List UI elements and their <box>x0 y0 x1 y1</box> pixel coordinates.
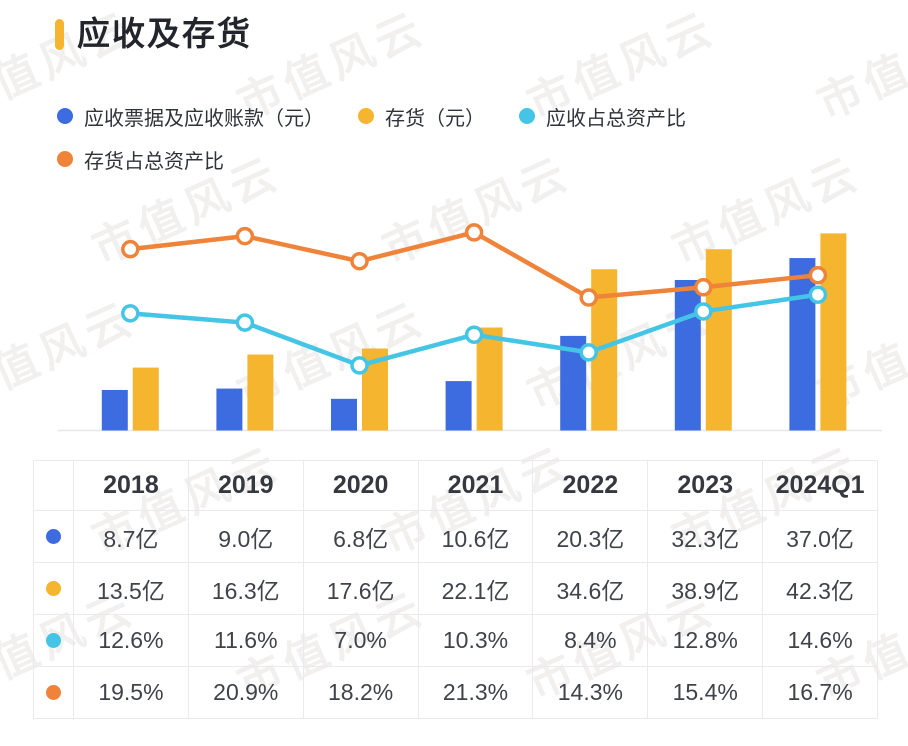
marker-s0-2018 <box>121 304 140 323</box>
bar-s0-2019 <box>216 388 243 431</box>
marker-s1-2020 <box>350 251 369 271</box>
bar-s1-2018 <box>132 367 159 431</box>
legend-item-3: 存货占总资产比 <box>57 145 224 173</box>
combo-chart <box>58 223 882 432</box>
chart-legend: 应收票据及应收账款（元） 存货（元） 应收占总资产比存货占总资产比 <box>57 102 807 173</box>
bar-s0-2021 <box>445 381 472 431</box>
marker-s1-2018 <box>121 239 140 259</box>
table-cell: 17.6亿 <box>303 563 419 615</box>
table-cell: 19.5% <box>74 667 189 719</box>
table-cell: 16.7% <box>763 667 878 719</box>
table-cell: 8.4% <box>533 615 649 667</box>
bar-s0-2024Q1 <box>789 258 816 431</box>
legend-dot-icon <box>57 108 73 124</box>
table-cell: 9.0亿 <box>188 511 304 563</box>
legend-dot-icon <box>57 151 73 167</box>
table-header-2023: 2023 <box>648 461 764 511</box>
table-cell: 38.9亿 <box>648 563 764 615</box>
bar-s0-2018 <box>101 389 128 431</box>
table-header-2024Q1: 2024Q1 <box>763 461 878 511</box>
table-cell: 34.6亿 <box>533 563 649 615</box>
table-header-2020: 2020 <box>303 461 419 511</box>
series-dot-cell <box>34 667 74 719</box>
table-header-2018: 2018 <box>74 461 189 511</box>
table-cell: 6.8亿 <box>303 511 419 563</box>
series-dot-icon <box>46 633 61 648</box>
table-cell: 12.8% <box>648 615 764 667</box>
series-dot-cell <box>34 511 74 563</box>
table-cell: 7.0% <box>303 615 419 667</box>
series-dot-cell <box>34 563 74 615</box>
table-header-2022: 2022 <box>533 461 649 511</box>
legend-label: 应收占总资产比 <box>546 107 686 130</box>
table-cell: 22.1亿 <box>418 563 534 615</box>
table-cell: 18.2% <box>303 667 419 719</box>
page-title: 应收及存货 <box>77 15 252 52</box>
marker-s1-2023 <box>694 278 713 297</box>
marker-s1-2022 <box>579 288 598 307</box>
legend-dot-icon <box>358 108 374 124</box>
series-dot-cell <box>34 615 74 667</box>
series-dot-icon <box>46 529 61 544</box>
legend-item-0: 应收票据及应收账款（元） <box>57 102 324 130</box>
series-dot-icon <box>46 685 61 700</box>
table-cell: 21.3% <box>418 667 534 719</box>
bar-s1-2024Q1 <box>820 233 847 431</box>
bar-s0-2020 <box>331 398 357 431</box>
marker-s0-2023 <box>694 302 713 321</box>
marker-s0-2020 <box>350 356 369 375</box>
marker-s0-2021 <box>464 325 484 344</box>
table-cell: 42.3亿 <box>763 563 878 615</box>
marker-s1-2019 <box>235 226 255 246</box>
bar-s0-2023 <box>674 279 701 431</box>
bar-s1-2021 <box>476 327 503 431</box>
table-cell: 20.3亿 <box>533 511 649 563</box>
table-cell: 13.5亿 <box>74 563 189 615</box>
table-cell: 20.9% <box>188 667 304 719</box>
table-cell: 32.3亿 <box>648 511 764 563</box>
table-cell: 12.6% <box>74 615 189 667</box>
legend-item-1: 存货（元） <box>358 102 485 130</box>
bar-s1-2023 <box>705 249 732 431</box>
table-header-2019: 2019 <box>188 461 304 511</box>
marker-s0-2022 <box>579 343 598 362</box>
marker-s0-2024Q1 <box>808 285 828 304</box>
legend-label: 存货占总资产比 <box>84 150 224 173</box>
legend-label: 存货（元） <box>385 107 485 130</box>
table-header-2021: 2021 <box>418 461 534 511</box>
table-corner-cell <box>34 461 74 511</box>
data-table: 2018 2019 2020 2021 2022 2023 2024Q1 8.7亿 9.0亿 6.… <box>33 460 878 719</box>
table-cell: 10.3% <box>418 615 534 667</box>
table-cell: 16.3亿 <box>188 563 304 615</box>
section-header: 应收及存货 <box>55 15 252 52</box>
legend-label: 应收票据及应收账款（元） <box>84 107 324 130</box>
table-cell: 8.7亿 <box>74 511 189 563</box>
series-dot-icon <box>46 581 61 596</box>
bar-s1-2019 <box>247 354 274 431</box>
table-cell: 14.6% <box>763 615 878 667</box>
table-cell: 37.0亿 <box>763 511 878 563</box>
marker-s0-2019 <box>235 313 255 332</box>
title-marker <box>55 18 64 50</box>
table-cell: 11.6% <box>188 615 304 667</box>
legend-dot-icon <box>519 108 535 124</box>
marker-s1-2024Q1 <box>808 265 828 285</box>
table-cell: 14.3% <box>533 667 649 719</box>
legend-item-2: 应收占总资产比 <box>519 102 686 130</box>
table-cell: 15.4% <box>648 667 764 719</box>
table-cell: 10.6亿 <box>418 511 534 563</box>
marker-s1-2021 <box>464 223 484 242</box>
